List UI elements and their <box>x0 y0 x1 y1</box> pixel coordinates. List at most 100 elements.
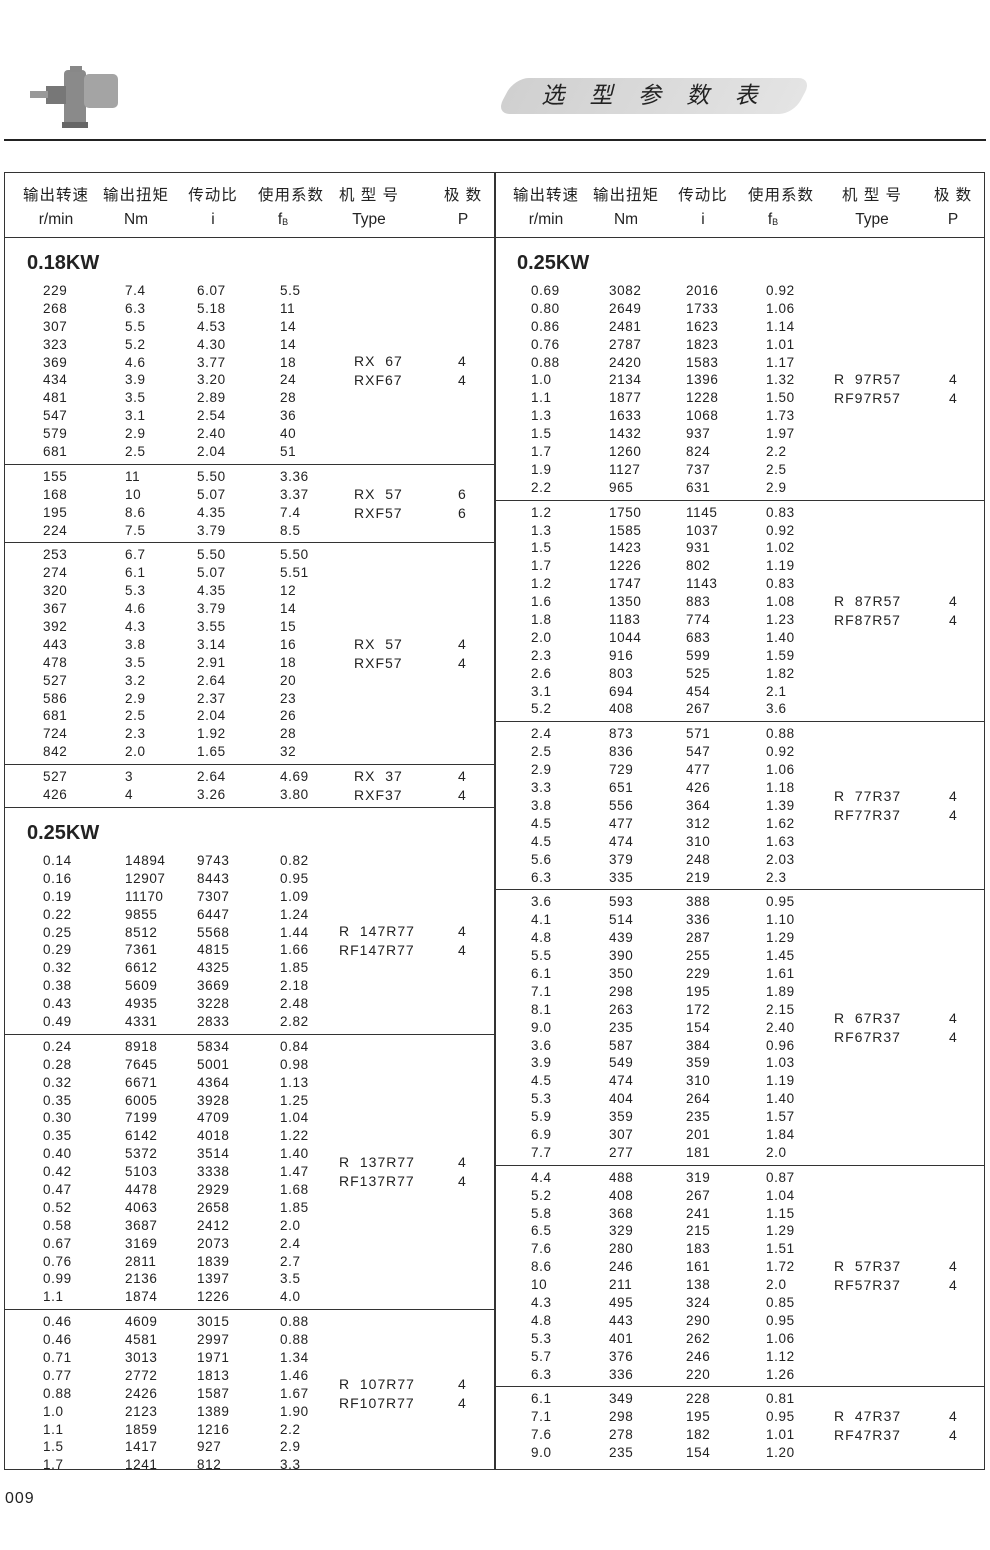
ratio-cell: 324 <box>686 1294 711 1310</box>
poles-value: 6 <box>458 485 466 502</box>
torque-cell: 376 <box>609 1348 634 1364</box>
service-factor-cell: 2.2 <box>766 444 787 460</box>
table-row: 1.1 1877 1228 1.50 <box>495 389 984 407</box>
torque-cell: 278 <box>609 1427 634 1443</box>
speed-cell: 307 <box>43 318 68 334</box>
torque-cell: 1127 <box>609 461 641 477</box>
ratio-cell: 235 <box>686 1109 711 1125</box>
speed-cell: 4.4 <box>531 1169 552 1185</box>
torque-cell: 263 <box>609 1001 634 1017</box>
model-type-label: R 47R37 <box>834 1408 902 1425</box>
unit-subscript: B <box>772 217 779 227</box>
speed-cell: 0.16 <box>43 870 72 886</box>
selection-table: 输出转速 r/min 输出扭矩 Nm 传动比 i 使用系数 fB 机 型 号 Type 极 数 P 输出… <box>4 172 985 1472</box>
speed-cell: 586 <box>43 690 68 706</box>
table-row: 1.5 1417 927 2.9 <box>5 1438 494 1456</box>
service-factor-cell: 7.4 <box>280 504 301 520</box>
service-factor-cell: 2.0 <box>280 1217 301 1233</box>
ratio-cell: 2658 <box>197 1199 230 1215</box>
speed-cell: 5.9 <box>531 1109 552 1125</box>
service-factor-cell: 2.4 <box>280 1235 301 1251</box>
speed-cell: 268 <box>43 300 68 316</box>
service-factor-cell: 0.88 <box>280 1332 309 1348</box>
speed-cell: 4.5 <box>531 815 552 831</box>
torque-cell: 8.6 <box>125 504 146 520</box>
service-factor-cell: 1.02 <box>766 540 795 556</box>
service-factor-cell: 0.96 <box>766 1037 795 1053</box>
service-factor-cell: 51 <box>280 444 297 460</box>
ratio-cell: 1839 <box>197 1253 230 1269</box>
speed-unit: r/min <box>11 211 101 229</box>
table-row: 2.0 1044 683 1.40 <box>495 629 984 647</box>
table-row: 229 7.4 6.07 5.5 <box>5 282 494 300</box>
service-factor-cell: 3.6 <box>766 701 787 717</box>
ratio-cell: 310 <box>686 1073 711 1089</box>
table-row: 3.8 556 364 1.39 <box>495 797 984 815</box>
speed-cell: 3.3 <box>531 780 552 796</box>
speed-cell: 3.9 <box>531 1055 552 1071</box>
torque-cell: 514 <box>609 912 634 928</box>
service-factor-cell: 23 <box>280 690 297 706</box>
ratio-cell: 1623 <box>686 318 719 334</box>
model-type-label: RX 67 <box>354 353 403 370</box>
torque-cell: 2.5 <box>125 444 146 460</box>
speed-cell: 478 <box>43 654 68 670</box>
service-factor-cell: 2.0 <box>766 1144 787 1160</box>
service-factor-cell: 1.67 <box>280 1385 309 1401</box>
ratio-unit: i <box>168 211 258 229</box>
power-section-title: 0.18KW <box>27 252 100 274</box>
table-row: 3.1 694 454 2.1 <box>495 683 984 701</box>
table-row: 0.32 6671 4364 1.13 <box>5 1074 494 1092</box>
service-factor-cell: 16 <box>280 636 297 652</box>
ratio-cell: 454 <box>686 683 711 699</box>
ratio-cell: 3514 <box>197 1146 230 1162</box>
torque-cell: 1633 <box>609 408 642 424</box>
service-factor-cell: 14 <box>280 336 297 352</box>
ratio-cell: 246 <box>686 1348 711 1364</box>
model-type-label: RXF57 <box>354 504 403 521</box>
service-factor-cell: 40 <box>280 426 297 442</box>
torque-cell: 235 <box>609 1019 634 1035</box>
ratio-cell: 3.77 <box>197 354 226 370</box>
table-row: 3.6 587 384 0.96 <box>495 1037 984 1055</box>
speed-cell: 434 <box>43 372 68 388</box>
table-row: 0.35 6005 3928 1.25 <box>5 1092 494 1110</box>
ratio-cell: 154 <box>686 1019 711 1035</box>
speed-cell: 842 <box>43 744 68 760</box>
table-row: 0.14 14894 9743 0.82 <box>5 852 494 870</box>
speed-cell: 6.1 <box>531 1391 552 1407</box>
poles-value: 6 <box>458 504 466 521</box>
service-factor-cell: 1.63 <box>766 833 795 849</box>
torque-cell: 1750 <box>609 504 642 520</box>
model-type-label: R 97R57 <box>834 371 902 388</box>
ratio-cell: 264 <box>686 1091 711 1107</box>
service-factor-cell: 1.18 <box>766 780 795 796</box>
torque-cell: 401 <box>609 1330 634 1346</box>
output-torque-header: 输出扭矩 <box>102 187 169 204</box>
torque-cell: 4581 <box>125 1332 158 1348</box>
model-group: 0.24 8918 5834 0.84 0.28 7645 5001 0.98 0.32 6671… <box>5 1035 494 1311</box>
speed-cell: 5.3 <box>531 1330 552 1346</box>
table-row: 7.1 298 195 0.95 <box>495 1408 984 1426</box>
service-factor-cell: 3.5 <box>280 1271 301 1287</box>
torque-cell: 1585 <box>609 522 642 538</box>
table-row: 7.7 277 181 2.0 <box>495 1144 984 1162</box>
torque-cell: 7645 <box>125 1056 158 1072</box>
poles-value: 4 <box>949 612 957 629</box>
speed-cell: 1.7 <box>531 558 552 574</box>
speed-cell: 1.0 <box>531 372 552 388</box>
service-factor-cell: 1.13 <box>280 1074 309 1090</box>
ratio-cell: 1226 <box>197 1289 230 1305</box>
page-number: 009 <box>5 1490 35 1507</box>
model-type-label: RF147R77 <box>339 942 415 959</box>
speed-cell: 0.14 <box>43 852 72 868</box>
speed-cell: 369 <box>43 354 68 370</box>
service-factor-cell: 1.32 <box>766 372 795 388</box>
torque-cell: 477 <box>609 815 634 831</box>
speed-cell: 1.0 <box>43 1403 64 1419</box>
ratio-cell: 248 <box>686 851 711 867</box>
speed-cell: 4.1 <box>531 912 552 928</box>
speed-cell: 7.1 <box>531 983 552 999</box>
table-row: 5.2 408 267 1.04 <box>495 1187 984 1205</box>
